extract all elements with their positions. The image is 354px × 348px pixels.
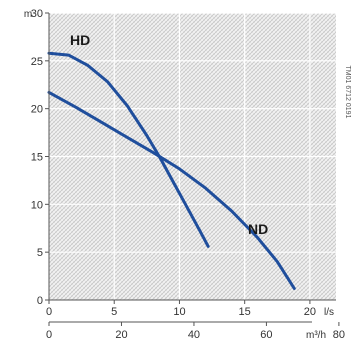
- y-tick-label: 10: [31, 199, 43, 211]
- x-top-tick-label: 0: [46, 306, 52, 318]
- series-layer: [47, 51, 296, 290]
- y-tick-label: 0: [37, 295, 43, 307]
- x-bottom-tick-label: 0: [46, 329, 52, 341]
- y-tick-label: 30: [31, 8, 43, 20]
- x-bottom-unit-label: m³/h: [306, 330, 326, 341]
- x-bottom-tick-label: 60: [260, 329, 272, 341]
- series-label-nd: ND: [248, 221, 268, 237]
- x-top-tick-label: 20: [304, 306, 316, 318]
- x-top-tick-label: 10: [173, 306, 185, 318]
- series-line-nd: [47, 90, 296, 290]
- x-top-tick-label: 15: [239, 306, 251, 318]
- grid-lines: [49, 12, 336, 300]
- y-tick-label: 20: [31, 104, 43, 116]
- x-bottom-tick-label: 20: [115, 329, 127, 341]
- y-tick-label: 25: [31, 56, 43, 68]
- y-tick-label: 15: [31, 152, 43, 164]
- y-unit-label: m: [24, 9, 32, 20]
- labels-layer: m l/s m³/h HD ND TM01 6712 0191: [24, 9, 351, 341]
- x-bottom-tick-label: 80: [333, 329, 345, 341]
- figure-code: TM01 6712 0191: [344, 66, 351, 119]
- x-bottom-tick-label: 40: [188, 329, 200, 341]
- series-label-hd: HD: [70, 32, 90, 48]
- series-line-hd: [47, 51, 210, 248]
- y-tick-label: 5: [37, 247, 43, 259]
- axis-layer: 0 5 10 15 20 25 30 0 5 10 15 20 0 20 40 60 80: [31, 8, 345, 341]
- x-top-tick-label: 5: [111, 306, 117, 318]
- x-top-unit-label: l/s: [324, 307, 334, 318]
